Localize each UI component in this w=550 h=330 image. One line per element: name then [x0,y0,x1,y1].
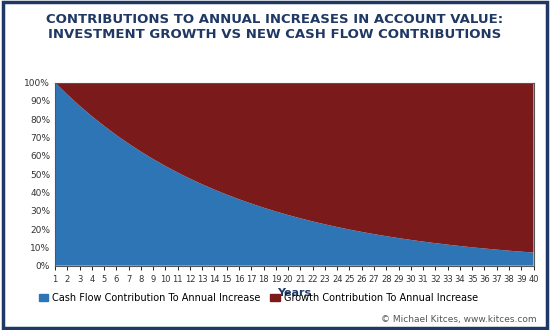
X-axis label: Years: Years [277,288,311,298]
Text: CONTRIBUTIONS TO ANNUAL INCREASES IN ACCOUNT VALUE:
INVESTMENT GROWTH VS NEW CAS: CONTRIBUTIONS TO ANNUAL INCREASES IN ACC… [46,13,504,41]
Text: © Michael Kitces, www.kitces.com: © Michael Kitces, www.kitces.com [381,315,536,324]
Legend: Cash Flow Contribution To Annual Increase, Growth Contribution To Annual Increas: Cash Flow Contribution To Annual Increas… [35,289,482,307]
